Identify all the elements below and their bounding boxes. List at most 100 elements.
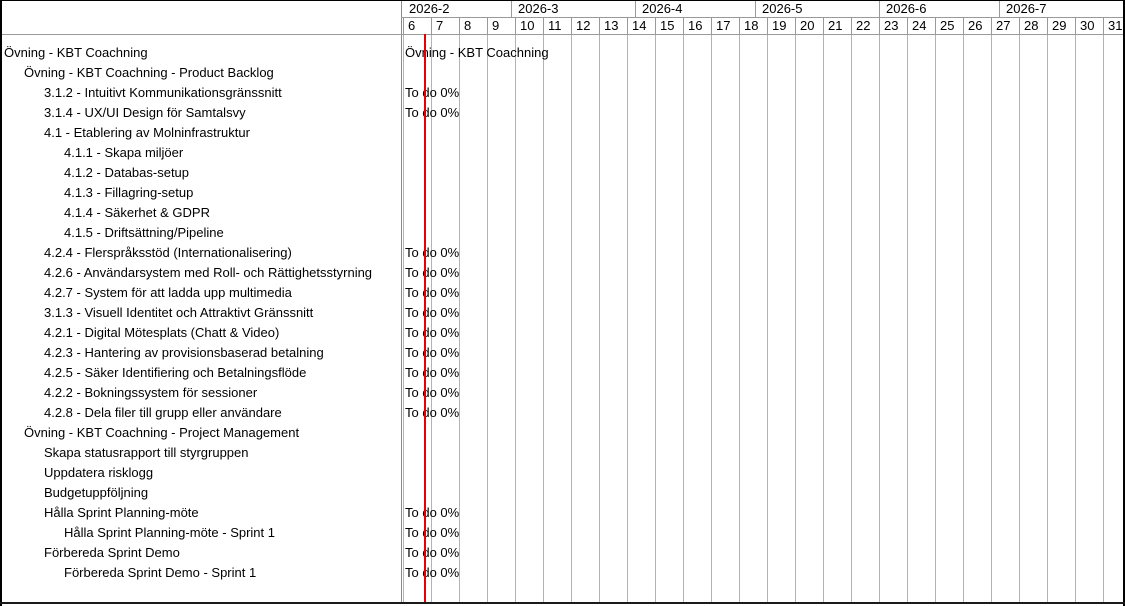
timeline-month-cell: 2026-4 [635, 1, 755, 17]
timeline-week-cell: 21 [823, 17, 851, 34]
timeline-week-cell: 13 [599, 17, 627, 34]
week-gridline [739, 34, 740, 603]
month-week-separator-line [401, 17, 1125, 18]
week-gridline [627, 34, 628, 603]
week-gridline [655, 34, 656, 603]
chart-row-annotation: To do 0% [405, 385, 460, 400]
task-tree-item[interactable]: Övning - KBT Coachning - Product Backlog [24, 65, 274, 80]
task-tree-item[interactable]: 4.1 - Etablering av Molninfrastruktur [44, 125, 250, 140]
chart-row-annotation: To do 0% [405, 285, 460, 300]
timeline-week-cell: 19 [767, 17, 795, 34]
task-tree-item[interactable]: 4.2.5 - Säker Identifiering och Betalnin… [44, 365, 307, 380]
chart-row-annotation: Övning - KBT Coachning [405, 45, 549, 60]
timeline-week-cell: 29 [1047, 17, 1075, 34]
timeline-week-cell: 10 [515, 17, 543, 34]
task-tree-item[interactable]: Förbereda Sprint Demo - Sprint 1 [64, 565, 257, 580]
task-tree-item[interactable]: 4.2.4 - Flerspråksstöd (Internationalise… [44, 245, 292, 260]
chart-row-annotation: To do 0% [405, 245, 460, 260]
window-border-top [0, 0, 1125, 1]
timeline-week-cell: 30 [1075, 17, 1103, 34]
week-gridline [1075, 34, 1076, 603]
window-border-right [1123, 0, 1125, 606]
chart-row-annotation: To do 0% [405, 565, 460, 580]
week-gridline [1019, 34, 1020, 603]
week-gridline [879, 34, 880, 603]
task-tree-item[interactable]: Hålla Sprint Planning-möte [44, 505, 199, 520]
task-tree-item[interactable]: 3.1.4 - UX/UI Design för Samtalsvy [44, 105, 246, 120]
chart-row-annotation: To do 0% [405, 305, 460, 320]
week-gridline [935, 34, 936, 603]
chart-row-annotation: To do 0% [405, 505, 460, 520]
week-gridline [459, 34, 460, 603]
timeline-week-cell: 7 [431, 17, 459, 34]
timeline-week-cell: 25 [935, 17, 963, 34]
timeline-week-cell: 22 [851, 17, 879, 34]
timeline-week-cell: 16 [683, 17, 711, 34]
task-tree-item[interactable]: 4.1.1 - Skapa miljöer [64, 145, 184, 160]
week-gridline [1103, 34, 1104, 603]
chart-row-annotation: To do 0% [405, 405, 460, 420]
chart-bottom-line [0, 602, 1125, 604]
timeline-week-cell: 27 [991, 17, 1019, 34]
task-tree-item[interactable]: Budgetuppföljning [44, 485, 149, 500]
task-tree-item[interactable]: 4.2.3 - Hantering av provisionsbaserad b… [44, 345, 324, 360]
task-tree-item[interactable]: 4.2.8 - Dela filer till grupp eller anvä… [44, 405, 282, 420]
window-border-left [0, 0, 2, 606]
timeline-week-cell: 26 [963, 17, 991, 34]
week-gridline [543, 34, 544, 603]
timeline-week-cell: 14 [627, 17, 655, 34]
timeline-week-cell: 20 [795, 17, 823, 34]
week-gridline [487, 34, 488, 603]
chart-row-annotation: To do 0% [405, 365, 460, 380]
timeline-week-cell: 31 [1103, 17, 1125, 34]
week-gridline [571, 34, 572, 603]
task-tree-item[interactable]: Skapa statusrapport till styrgruppen [44, 445, 249, 460]
timeline-week-cell: 23 [879, 17, 907, 34]
panel-divider[interactable] [401, 0, 402, 602]
week-gridline [683, 34, 684, 603]
task-tree-item[interactable]: 4.2.2 - Bokningssystem för sessioner [44, 385, 258, 400]
task-tree-item[interactable]: 4.1.2 - Databas-setup [64, 165, 190, 180]
task-tree-item[interactable]: 4.2.1 - Digital Mötesplats (Chatt & Vide… [44, 325, 280, 340]
chart-row-annotation: To do 0% [405, 325, 460, 340]
timeline-month-cell: 2026-2 [409, 1, 450, 16]
timeline-month-cell: 2026-6 [879, 1, 999, 17]
week-gridline [515, 34, 516, 603]
timeline-week-cell: 17 [711, 17, 739, 34]
chart-row-annotation: To do 0% [405, 85, 460, 100]
task-tree-item[interactable]: 3.1.2 - Intuitivt Kommunikationsgränssni… [44, 85, 282, 100]
task-tree-item[interactable]: Förbereda Sprint Demo [44, 545, 180, 560]
week-gridline [711, 34, 712, 603]
timeline-month-cell: 2026-3 [511, 1, 635, 17]
timeline-week-cell: 6 [403, 17, 431, 34]
week-gridline [431, 34, 432, 603]
chart-row-annotation: To do 0% [405, 525, 460, 540]
week-gridline [907, 34, 908, 603]
chart-row-annotation: To do 0% [405, 265, 460, 280]
task-tree-item[interactable]: Uppdatera risklogg [44, 465, 154, 480]
timeline-week-cell: 28 [1019, 17, 1047, 34]
week-gridline [823, 34, 824, 603]
task-tree-item[interactable]: 4.2.7 - System för att ladda upp multime… [44, 285, 292, 300]
timeline-month-cell: 2026-7 [999, 1, 1125, 17]
task-tree-item[interactable]: 3.1.3 - Visuell Identitet och Attraktivt… [44, 305, 314, 320]
task-tree-item[interactable]: 4.1.4 - Säkerhet & GDPR [64, 205, 210, 220]
week-gridline [599, 34, 600, 603]
task-tree-item[interactable]: 4.1.3 - Fillagring-setup [64, 185, 194, 200]
timeline-week-cell: 24 [907, 17, 935, 34]
week-gridline [1047, 34, 1048, 603]
timeline-week-cell: 9 [487, 17, 515, 34]
task-tree-item[interactable]: Hålla Sprint Planning-möte - Sprint 1 [64, 525, 275, 540]
week-gridline [991, 34, 992, 603]
task-tree-item[interactable]: 4.2.6 - Användarsystem med Roll- och Rät… [44, 265, 373, 280]
timeline-month-cell: 2026-5 [755, 1, 879, 17]
task-tree-item[interactable]: Övning - KBT Coachning - Project Managem… [24, 425, 300, 440]
week-gridline [851, 34, 852, 603]
task-tree-item[interactable]: 4.1.5 - Driftsättning/Pipeline [64, 225, 224, 240]
task-tree-item[interactable]: Övning - KBT Coachning [4, 45, 148, 60]
header-bottom-line [0, 34, 1125, 35]
today-marker-line [424, 34, 426, 602]
week-gridline [403, 34, 404, 603]
